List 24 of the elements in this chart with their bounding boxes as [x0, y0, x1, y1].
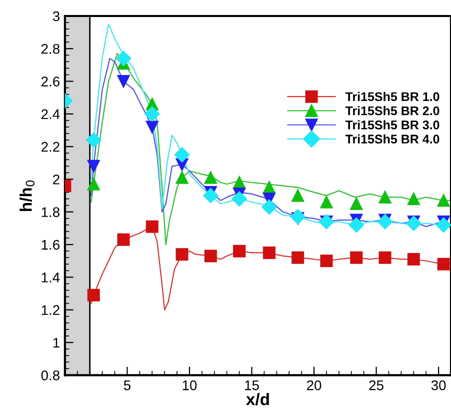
- y-tick-label: 1: [53, 338, 60, 348]
- y-tick-label: 0.8: [41, 370, 60, 380]
- y-tick-label: 1.8: [42, 207, 60, 218]
- legend-label: Tri15Sh5 BR 4.0: [345, 134, 440, 144]
- y-tick-label: 2.2: [41, 142, 60, 152]
- x-tick-label: 5: [124, 380, 130, 390]
- y-tick-label: 1.4: [42, 272, 60, 282]
- x-tick-label: 30: [431, 380, 446, 390]
- x-axis-title: x/d: [246, 392, 269, 406]
- y-axis-title: h/h$_{0}$: [20, 180, 35, 211]
- y-tick-label: 2.6: [41, 76, 60, 86]
- legend-label: Tri15Sh5 BR 1.0: [345, 92, 440, 102]
- x-tick-label: 20: [306, 380, 322, 390]
- y-tick-label: 1.6: [42, 240, 60, 250]
- x-tick-label: 25: [369, 380, 384, 390]
- x-tick-label: 10: [182, 380, 197, 390]
- legend-label: Tri15Sh5 BR 3.0: [345, 120, 440, 130]
- y-tick-label: 1.2: [42, 305, 60, 315]
- y-tick-label: 2.8: [41, 44, 60, 54]
- y-tick-label: 3: [52, 11, 60, 22]
- x-tick-label: 15: [245, 380, 259, 390]
- y-tick-label: 2.4: [41, 109, 60, 119]
- legend-label: Tri15Sh5 BR 2.0: [345, 106, 440, 116]
- y-tick-label: 2: [53, 174, 60, 184]
